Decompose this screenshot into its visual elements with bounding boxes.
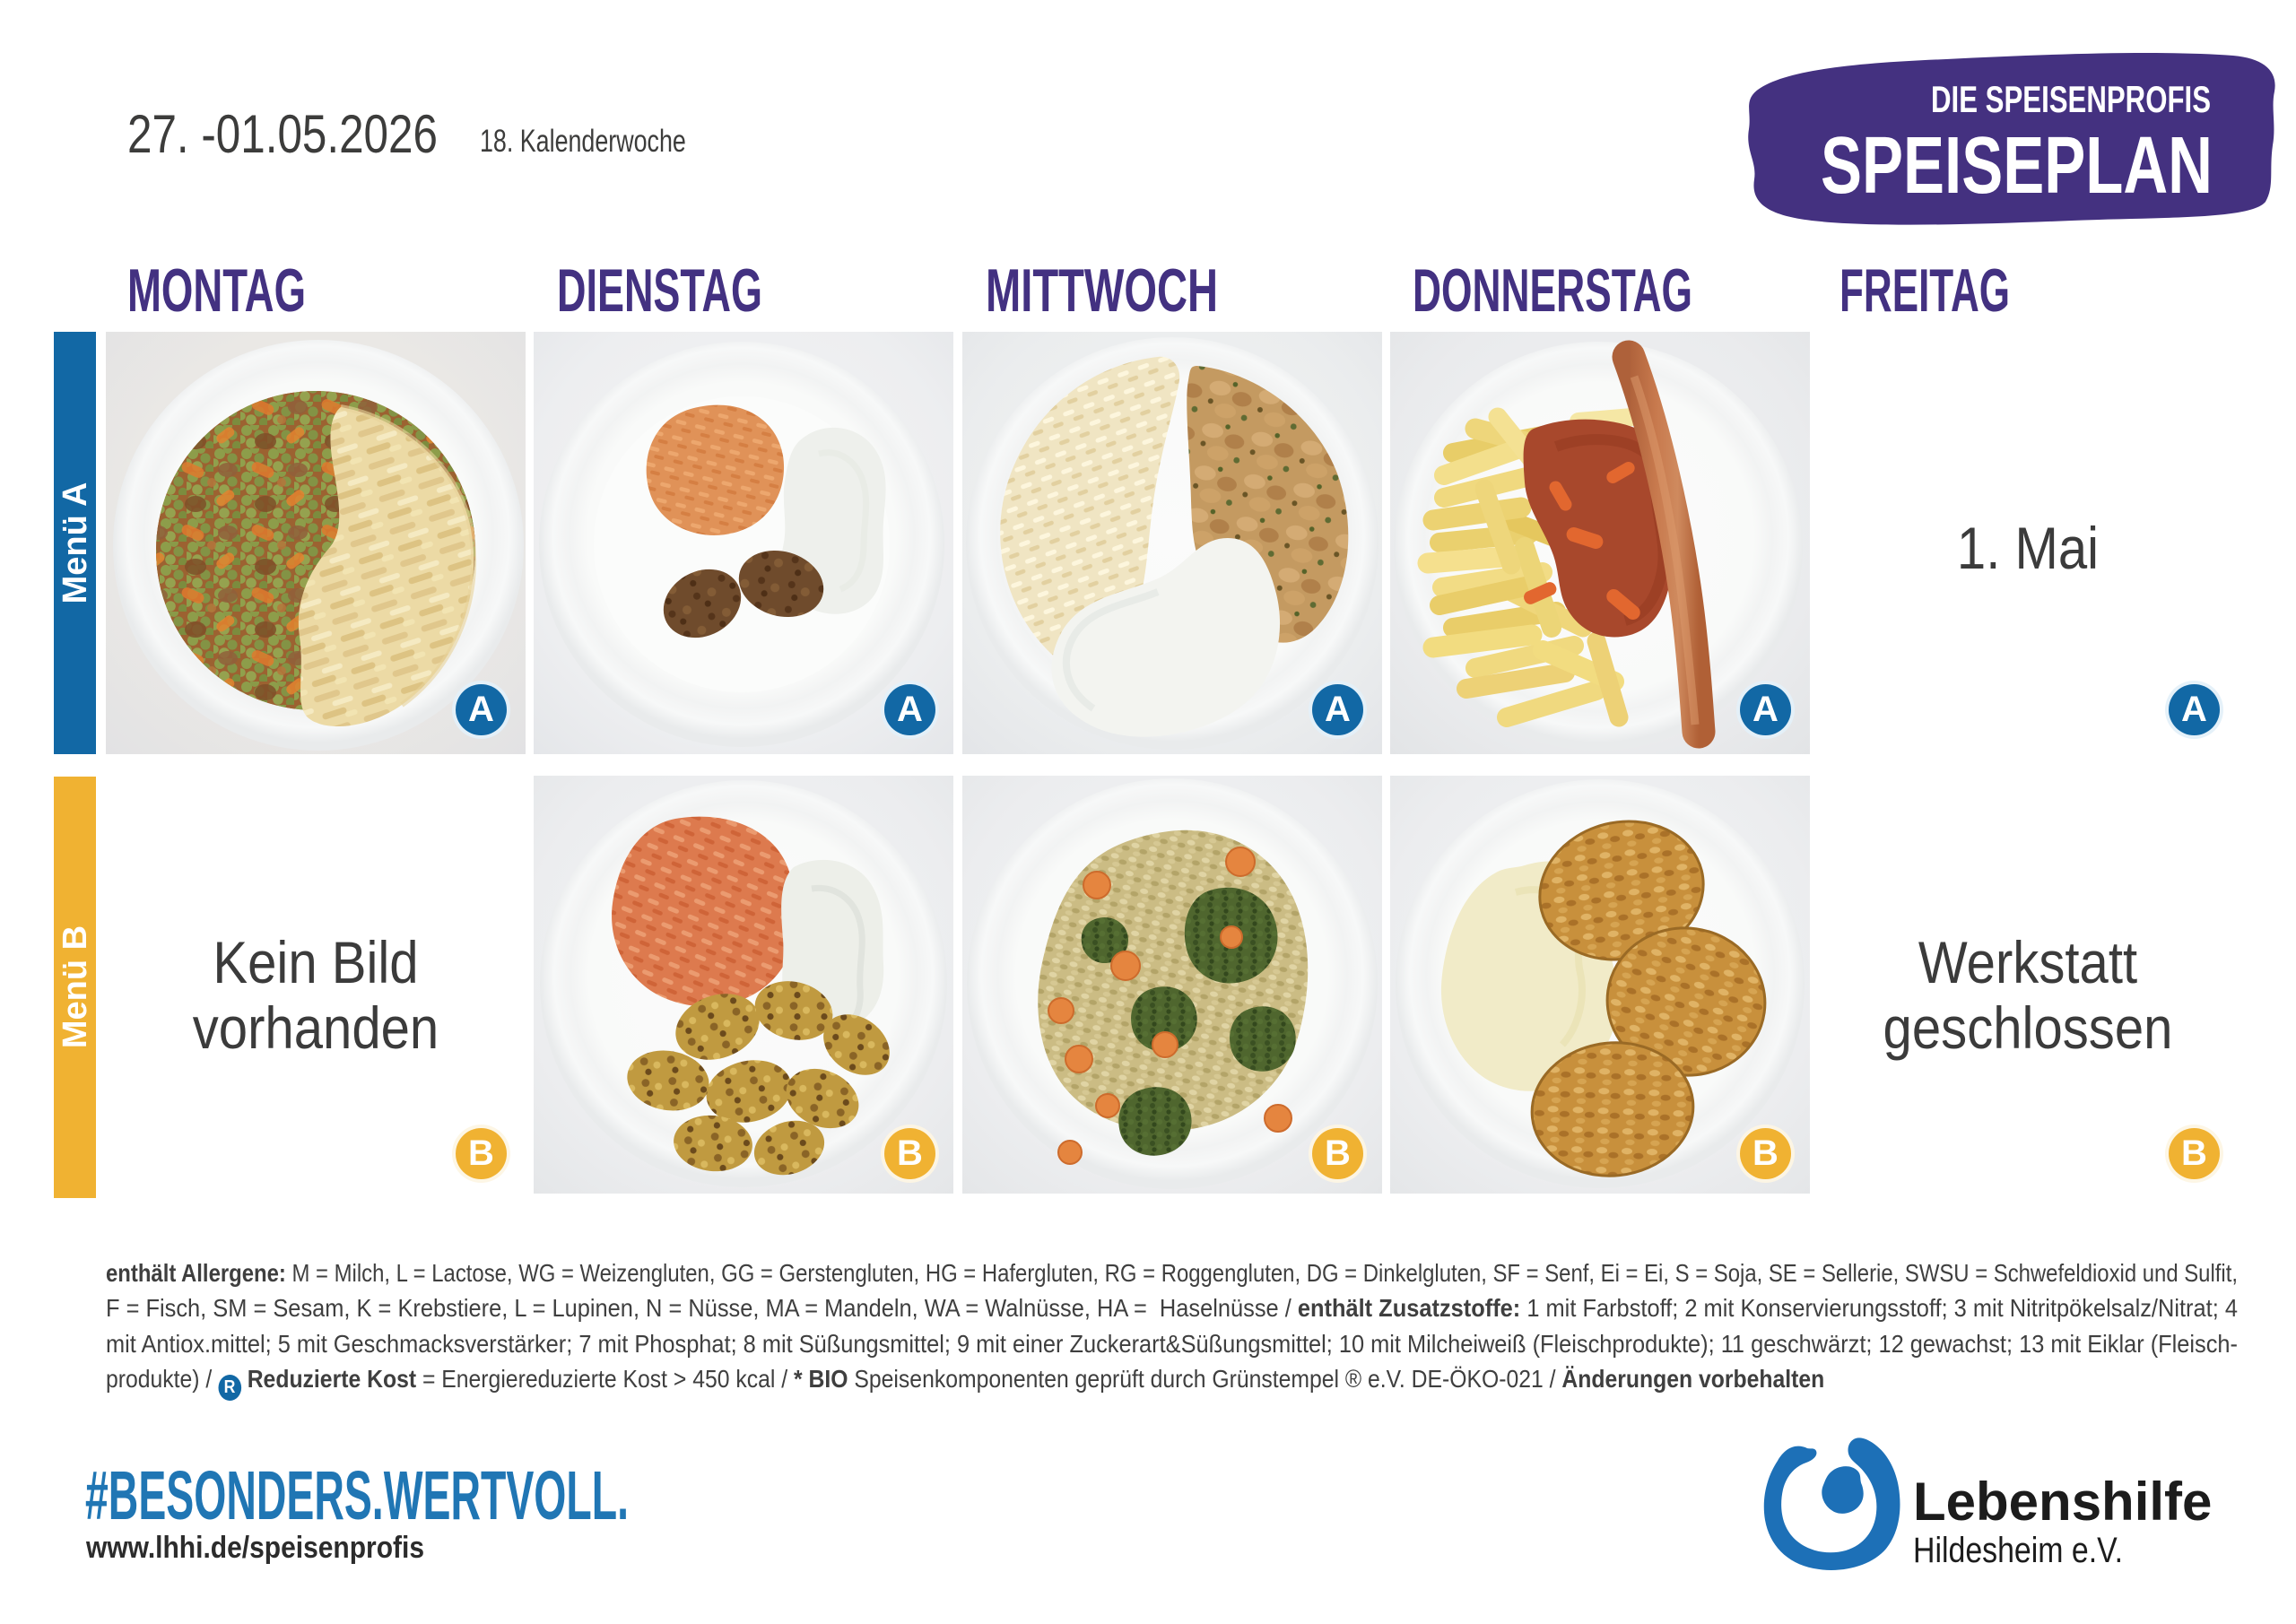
svg-text:MONTAG: MONTAG: [127, 256, 306, 325]
svg-text:SPEISEPLAN: SPEISEPLAN: [1821, 121, 2213, 211]
svg-text:DONNERSTAG: DONNERSTAG: [1413, 256, 1692, 325]
svg-text:Hildesheim e.V.: Hildesheim e.V.: [1913, 1531, 2123, 1570]
svg-text:FREITAG: FREITAG: [1839, 256, 2010, 325]
svg-text:MITTWOCH: MITTWOCH: [986, 256, 1218, 325]
svg-text:DIE SPEISENPROFIS: DIE SPEISENPROFIS: [1931, 78, 2211, 120]
svg-text:#BESONDERS.WERTVOLL.: #BESONDERS.WERTVOLL.: [85, 1457, 629, 1534]
svg-text:DIENSTAG: DIENSTAG: [557, 256, 762, 325]
svg-text:Lebenshilfe: Lebenshilfe: [1913, 1472, 2212, 1532]
